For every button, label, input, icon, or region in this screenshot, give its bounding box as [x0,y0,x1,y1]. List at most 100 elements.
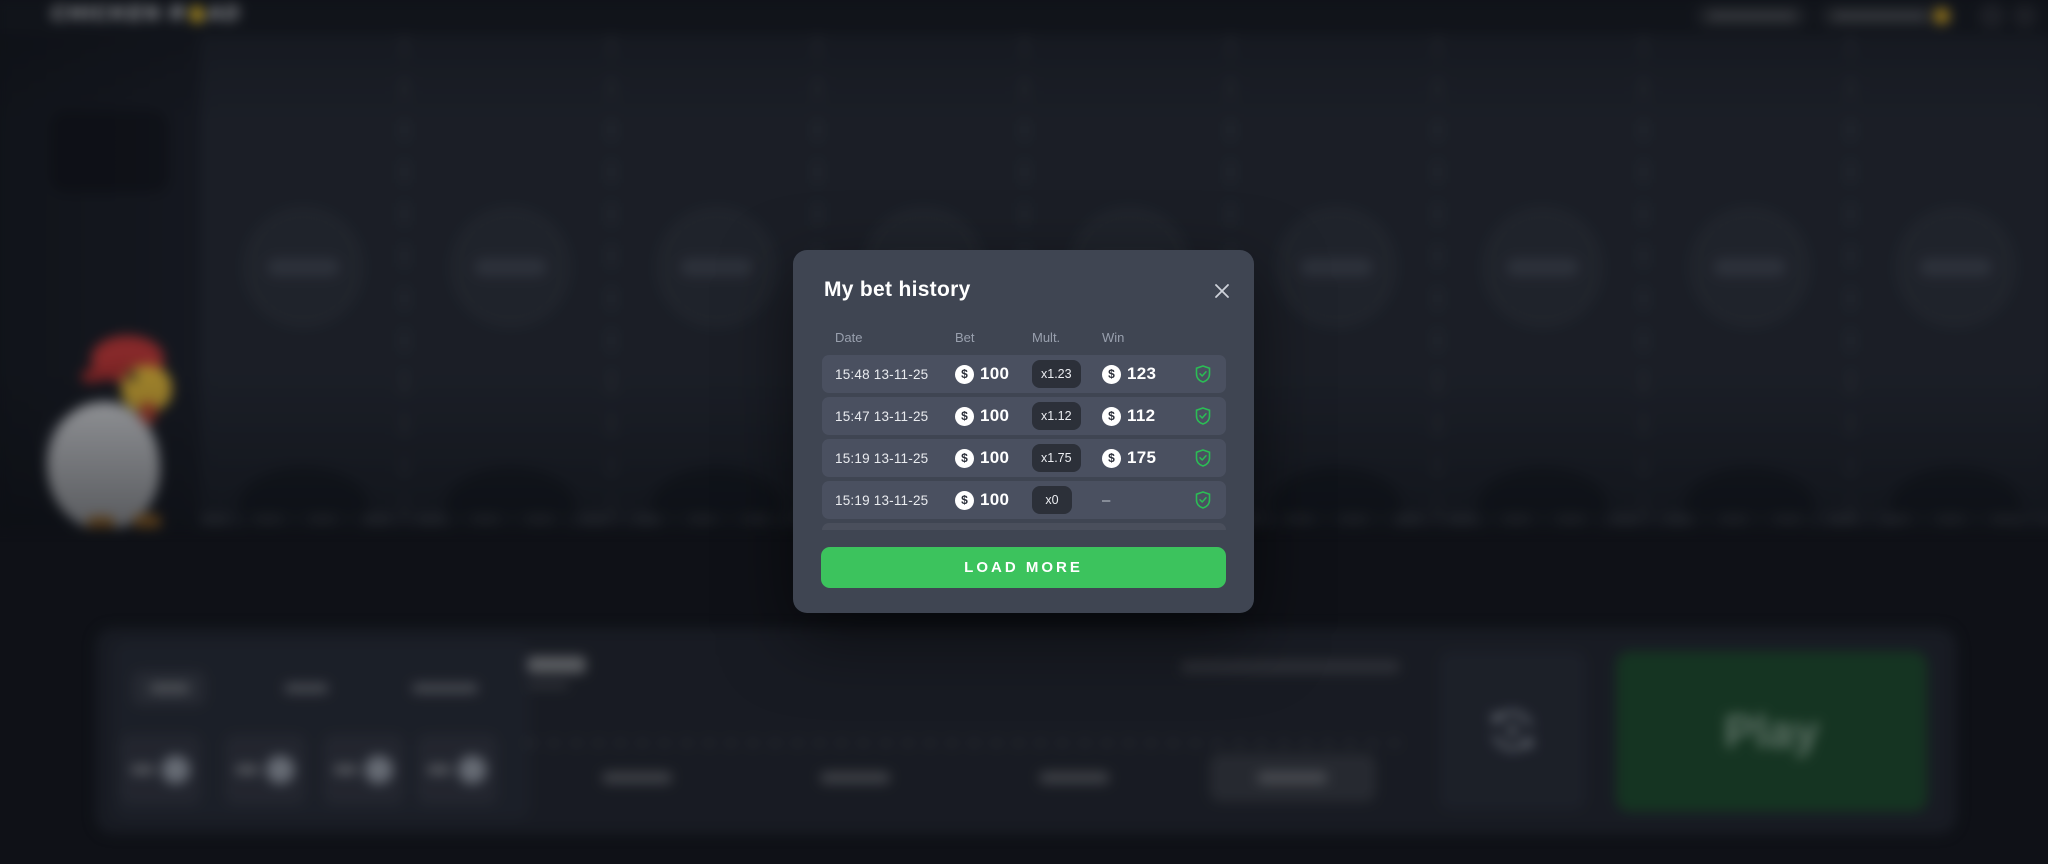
multiplier-text-blur [1299,258,1373,277]
lane-divider [1434,34,1440,528]
verified-shield-icon[interactable] [1195,407,1211,425]
lane-shadow [1683,466,1815,528]
difficulty-title-blur [527,656,586,674]
multiplier-chip: x1.75 [1032,444,1081,472]
lane-divider [1847,34,1853,528]
coin-icon: $ [955,364,974,384]
lane-shadow [1477,466,1608,528]
bet-history-row: 15:47 13-11-25 $100 x1.12 $112 [822,397,1226,435]
bet-history-modal: My bet history Date Bet Mult. Win 15:48 … [793,250,1254,613]
header-bet: Bet [955,329,975,345]
how-to-play-button[interactable] [1695,4,1808,27]
bet-chip[interactable] [416,734,498,805]
bet-chip[interactable] [120,734,201,805]
verified-shield-icon[interactable] [1195,365,1211,383]
multiplier-chip: x0 [1032,486,1072,514]
bet-date: 15:19 13-11-25 [835,492,929,508]
logo-text-right: AD [206,1,242,25]
difficulty-option[interactable] [1039,771,1110,784]
bet-date: 15:19 13-11-25 [835,450,929,466]
lane-divider [401,34,407,528]
lane-shadow [1270,466,1402,528]
bet-history-rows: 15:48 13-11-25 $100 x1.23 $123 15:47 13-11-2… [822,355,1226,523]
bet-date: 15:48 13-11-25 [835,366,929,382]
win-amount: $175 [1102,448,1195,468]
difficulty-option[interactable] [601,771,673,784]
menu-button[interactable] [2012,3,2038,28]
verified-shield-icon[interactable] [1195,449,1211,467]
lane-shadow [1890,466,2021,528]
difficulty-option[interactable] [1257,771,1328,784]
bet-tab-2[interactable] [284,683,329,694]
bet-history-row: 15:48 13-11-25 $100 x1.23 $123 [822,355,1226,393]
multiplier-chip: x1.12 [1032,402,1081,430]
lane-shadow [651,466,782,528]
bet-history-row: 15:19 13-11-25 $100 x1.75 $175 [822,439,1226,477]
next-row-sliver [822,523,1226,530]
chip-coin-icon [160,754,191,785]
lane-shadow [444,466,576,528]
bet-amount: $100 [955,364,1032,384]
multiplier-text-blur [1712,258,1786,277]
sound-button[interactable] [1978,2,2005,29]
max-win-text-blur [1180,660,1400,674]
dotted-separator [527,740,1402,746]
lane-divider [1641,34,1647,528]
multiplier-cell: x1.12 [1032,402,1102,430]
win-amount: $123 [1102,364,1195,384]
bet-amount: $100 [955,490,1032,510]
table-header-row: Date Bet Mult. Win [822,328,1225,346]
header-win: Win [1102,329,1125,345]
difficulty-selected[interactable] [1209,753,1376,802]
multiplier-chip: x1.23 [1032,360,1081,388]
multiplier-circle [451,208,569,326]
header-mult: Mult. [1032,329,1061,345]
coin-icon: $ [955,448,974,468]
bet-amount-card [113,641,531,820]
app-logo: CHICKEN R AD [51,2,241,26]
bet-tab-3[interactable] [411,683,479,694]
chip-coin-icon [363,754,394,785]
logo-text-left: CHICKEN R [51,1,187,25]
win-amount: $112 [1102,406,1195,426]
bet-chip[interactable] [323,734,404,805]
difficulty-subtitle-blur [528,682,569,689]
multiplier-circle [658,208,775,326]
balance-display [1819,4,1955,27]
coin-icon: $ [1102,406,1121,426]
close-icon[interactable] [1212,281,1232,301]
play-button[interactable]: Play [1615,651,1928,812]
coin-icon: $ [955,490,974,510]
coin-icon: $ [1102,364,1121,384]
multiplier-text-blur [473,258,547,277]
multiplier-text-blur [1919,258,1992,277]
chicken-character [35,335,196,528]
multiplier-text-blur [680,258,753,277]
coin-icon [1933,7,1950,24]
bet-tab-selected[interactable] [132,671,205,706]
chip-coin-icon [457,754,488,785]
multiplier-circle [1484,208,1601,326]
load-more-button[interactable]: LOAD MORE [821,547,1226,588]
egg-icon [189,4,204,23]
multiplier-cell: x0 [1032,486,1102,514]
difficulty-option[interactable] [819,771,891,784]
lane-shadow [238,466,369,528]
verified-shield-icon[interactable] [1195,491,1211,509]
chip-coin-icon [265,754,296,785]
bet-amount: $100 [955,406,1032,426]
multiplier-cell: x1.23 [1032,360,1102,388]
bet-date: 15:47 13-11-25 [835,408,929,424]
sign-blob [50,110,169,193]
autoplay-tile[interactable] [1439,651,1586,810]
multiplier-circle [1690,208,1808,326]
bet-chip[interactable] [225,734,306,805]
multiplier-text-blur [1506,258,1579,277]
multiplier-circle [1897,208,2014,326]
topbar: CHICKEN R AD [0,0,2048,35]
header-date: Date [835,329,863,345]
multiplier-text-blur [267,258,340,277]
multiplier-circle [1277,208,1395,326]
bet-history-row: 15:19 13-11-25 $100 x0 – [822,481,1226,519]
